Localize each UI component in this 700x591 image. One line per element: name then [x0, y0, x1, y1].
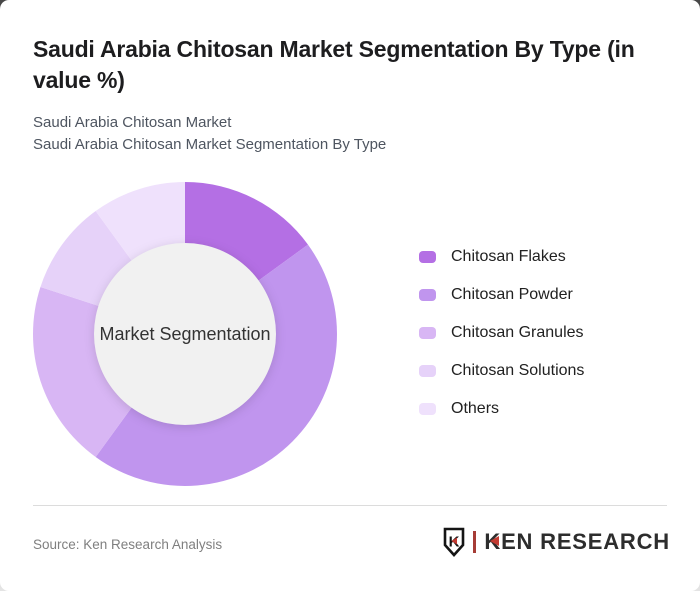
legend-item: Others [419, 397, 584, 421]
donut-hole [94, 243, 276, 425]
logo-shield-icon: K [444, 527, 465, 557]
subtitle-line-1: Saudi Arabia Chitosan Market [33, 114, 232, 131]
footer-divider [33, 505, 667, 506]
ken-research-logo: K KEN RESEARCH [442, 527, 670, 557]
legend-label: Chitosan Powder [451, 286, 573, 303]
donut-chart-area: Market Segmentation [33, 182, 337, 486]
legend-swatch [419, 251, 436, 263]
legend-label: Chitosan Solutions [451, 362, 585, 379]
logo-brand-text: KEN RESEARCH [484, 527, 670, 557]
logo-brand-label: KEN RESEARCH [484, 529, 670, 554]
legend-swatch [419, 289, 436, 301]
chart-legend: Chitosan Flakes Chitosan Powder Chitosan… [419, 245, 584, 435]
chart-subtitles: Saudi Arabia Chitosan Market Saudi Arabi… [33, 112, 386, 155]
legend-item: Chitosan Granules [419, 321, 584, 345]
subtitle-line-2: Saudi Arabia Chitosan Market Segmentatio… [33, 135, 387, 153]
logo-red-triangle-icon [490, 536, 500, 546]
legend-swatch [419, 365, 436, 377]
legend-item: Chitosan Solutions [419, 359, 584, 383]
legend-swatch [419, 403, 436, 415]
legend-item: Chitosan Flakes [419, 245, 584, 269]
page-title: Saudi Arabia Chitosan Market Segmentatio… [33, 36, 635, 93]
donut-center-label: Market Segmentation [99, 323, 271, 344]
donut-chart [33, 182, 337, 486]
legend-swatch [419, 327, 436, 339]
source-note: Source: Ken Research Analysis [33, 537, 223, 552]
legend-label: Others [451, 400, 500, 417]
legend-item: Chitosan Powder [419, 283, 584, 307]
legend-label: Chitosan Granules [451, 324, 584, 341]
logo-divider [473, 531, 477, 553]
legend-label: Chitosan Flakes [451, 248, 566, 265]
